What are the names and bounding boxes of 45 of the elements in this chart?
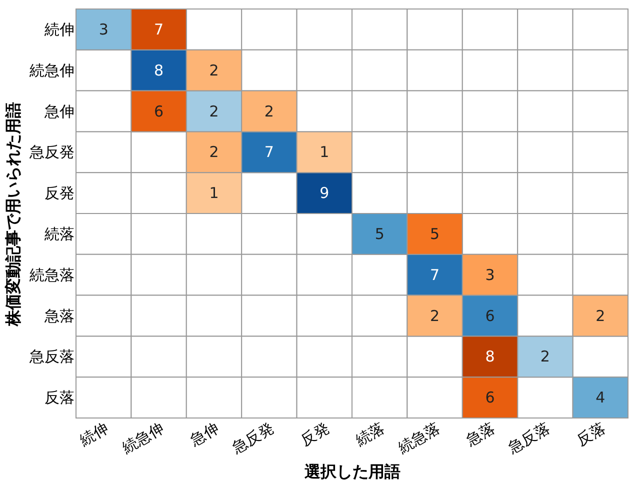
y-tick-label: 急伸: [44, 102, 74, 120]
x-tick-label: 反発: [297, 418, 332, 450]
y-tick-label: 急反落: [28, 348, 74, 366]
y-axis-title: 株価変動記事で用いられた用語: [4, 102, 22, 327]
data-label: 1: [320, 143, 330, 162]
x-tick-label: 急反発: [228, 418, 278, 458]
data-label: 7: [154, 20, 164, 38]
x-tick-label: 反落: [573, 418, 608, 450]
data-label: 8: [154, 61, 164, 80]
data-label: 2: [540, 348, 550, 366]
data-label: 3: [485, 266, 495, 284]
data-label: 2: [596, 306, 606, 325]
data-label: 6: [485, 306, 495, 325]
data-label: 3: [98, 20, 108, 38]
data-label: 1: [209, 184, 219, 202]
data-label: 2: [209, 61, 219, 80]
data-label: 9: [320, 184, 330, 202]
x-axis-title: 選択した用語: [304, 462, 400, 481]
x-tick-label: 続伸: [76, 418, 112, 450]
data-label: 2: [264, 102, 274, 120]
data-label: 6: [154, 102, 164, 120]
data-label: 2: [209, 143, 219, 162]
x-tick-label: 急落: [462, 418, 498, 450]
y-tick-label: 続伸: [44, 20, 74, 38]
y-tick-label: 続落: [44, 224, 74, 243]
data-label: 4: [596, 388, 606, 407]
y-tick-label: 急落: [44, 306, 74, 325]
y-tick-label: 反発: [44, 184, 74, 202]
data-label: 6: [485, 388, 495, 407]
x-tick-label: 続落: [352, 418, 388, 450]
data-label: 2: [209, 102, 219, 120]
x-tick-label: 続急伸: [118, 418, 167, 458]
y-tick-label: 続急落: [28, 266, 74, 284]
data-label: 5: [374, 224, 384, 243]
x-tick-label: 続急落: [394, 418, 443, 458]
y-tick-label: 続急伸: [28, 61, 74, 80]
data-label: 8: [485, 348, 495, 366]
x-tick-label: 急伸: [186, 418, 222, 450]
y-tick-label: 反落: [44, 388, 74, 407]
data-label: 7: [430, 266, 440, 284]
data-label: 2: [430, 306, 440, 325]
data-label: 7: [264, 143, 274, 162]
x-tick-label: 急反落: [504, 418, 554, 458]
y-tick-label: 急反発: [28, 143, 74, 162]
data-label: 5: [430, 224, 440, 243]
